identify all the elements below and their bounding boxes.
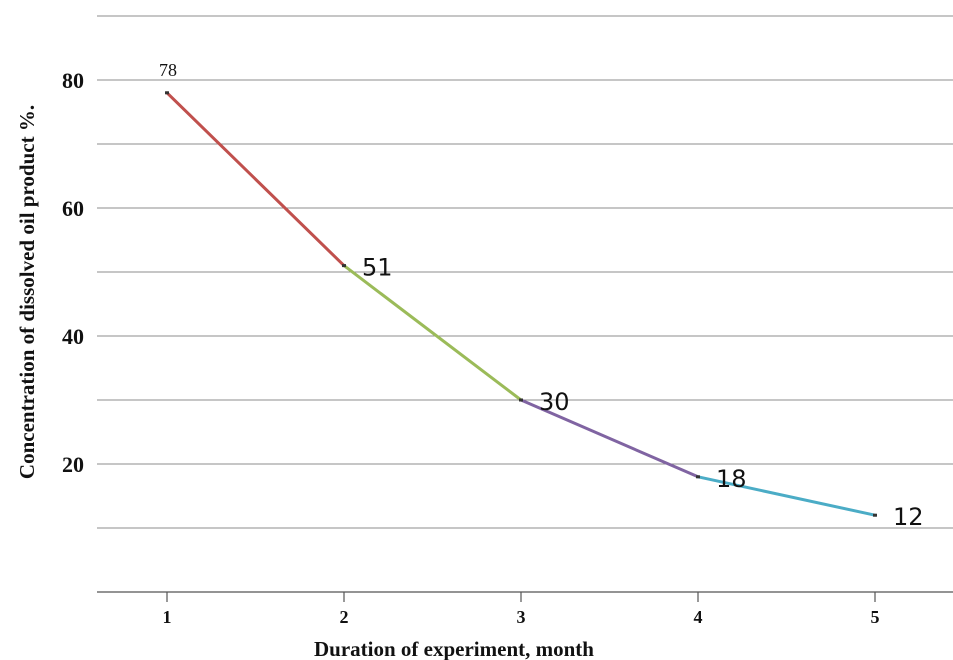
- data-labels: 78 51 30 18 12: [159, 60, 924, 531]
- data-label: 30: [539, 388, 570, 416]
- line-segment: [696, 475, 877, 517]
- data-point: [696, 475, 700, 479]
- y-tick-label: 20: [62, 452, 84, 477]
- x-tick-label: 5: [871, 607, 880, 627]
- data-point: [873, 513, 877, 517]
- data-point: [519, 398, 523, 402]
- x-tick-label: 4: [694, 607, 703, 627]
- line-segment: [342, 264, 523, 402]
- grid-lines: [97, 15, 953, 529]
- line-segment: [519, 398, 700, 479]
- x-tick-label: 1: [163, 607, 172, 627]
- data-label: 51: [362, 254, 393, 282]
- data-point: [342, 264, 346, 268]
- x-axis: [97, 591, 953, 602]
- x-tick-label: 3: [517, 607, 526, 627]
- x-tick-label: 2: [340, 607, 349, 627]
- y-axis-title: Concentration of dissolved oil product %…: [15, 105, 39, 479]
- data-label: 12: [893, 503, 924, 531]
- data-label: 78: [159, 60, 177, 80]
- data-point: [165, 91, 169, 95]
- y-tick-label: 80: [62, 68, 84, 93]
- line-segment: [165, 91, 346, 268]
- data-label: 18: [716, 465, 747, 493]
- series-line: [165, 91, 877, 517]
- y-tick-label: 60: [62, 196, 84, 221]
- y-tick-labels: 20 40 60 80: [62, 68, 84, 477]
- x-tick-labels: 1 2 3 4 5: [163, 607, 880, 627]
- y-tick-label: 40: [62, 324, 84, 349]
- x-axis-title: Duration of experiment, month: [314, 637, 594, 660]
